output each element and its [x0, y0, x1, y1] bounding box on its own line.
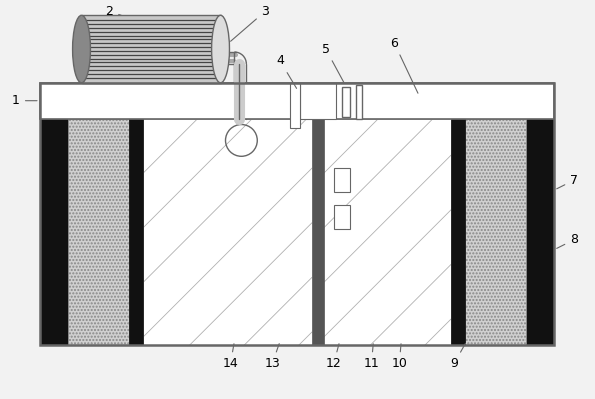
Bar	[40, 119, 68, 345]
Text: 2: 2	[105, 5, 121, 18]
Ellipse shape	[73, 15, 90, 83]
Text: 4: 4	[276, 55, 296, 88]
Ellipse shape	[212, 15, 230, 83]
Text: 3: 3	[231, 5, 269, 41]
Bar	[68, 119, 129, 345]
Text: 9: 9	[450, 344, 465, 370]
Bar	[40, 83, 554, 345]
Text: 7: 7	[557, 174, 578, 189]
Bar	[82, 15, 221, 83]
Text: 6: 6	[390, 37, 418, 93]
Bar	[143, 119, 451, 345]
Text: 5: 5	[322, 43, 345, 83]
Text: 10: 10	[392, 344, 407, 370]
Bar	[290, 83, 300, 128]
Bar	[356, 85, 362, 119]
Text: 1: 1	[12, 94, 37, 107]
Text: 13: 13	[264, 344, 280, 370]
Text: 11: 11	[364, 344, 380, 370]
Bar	[451, 119, 465, 345]
Bar	[40, 83, 554, 119]
Bar	[342, 87, 350, 117]
Bar	[527, 119, 554, 345]
Text: 8: 8	[557, 233, 578, 249]
Bar	[312, 119, 324, 345]
Bar	[300, 83, 336, 119]
Bar	[334, 205, 350, 229]
Bar	[129, 119, 143, 345]
Bar	[465, 119, 527, 345]
Text: 14: 14	[223, 344, 239, 370]
Text: 12: 12	[326, 344, 342, 370]
Bar	[334, 168, 350, 192]
